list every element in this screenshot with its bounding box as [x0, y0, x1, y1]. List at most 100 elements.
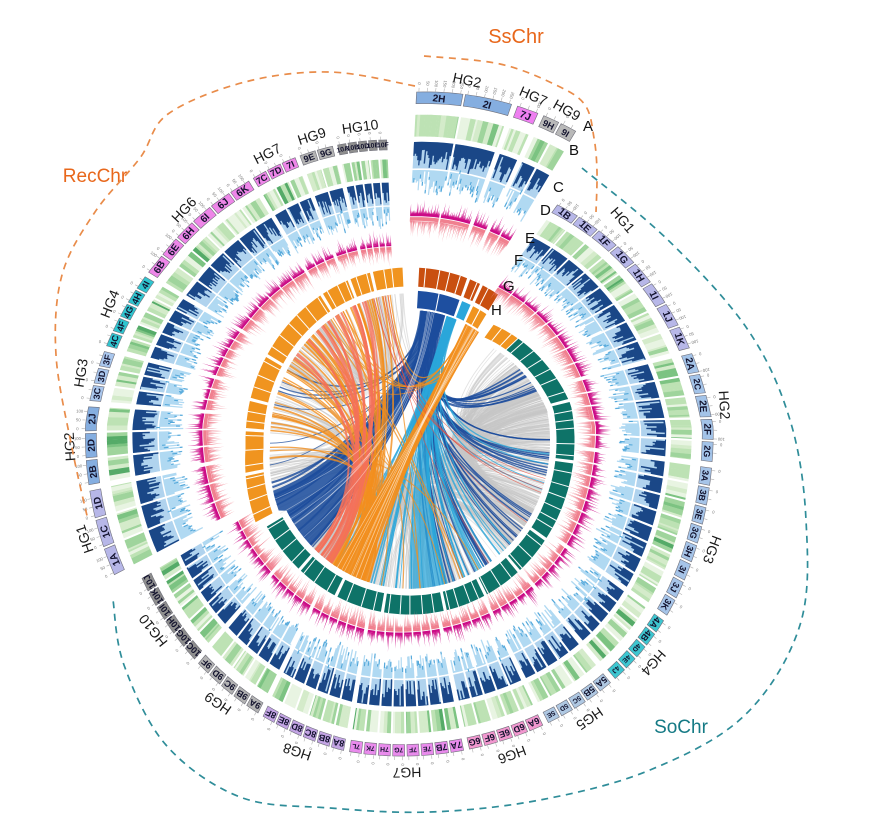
svg-text:0: 0 [185, 660, 191, 666]
svg-text:0: 0 [685, 324, 689, 330]
svg-text:HG2: HG2 [716, 390, 734, 420]
svg-text:0: 0 [687, 586, 692, 592]
svg-text:0: 0 [626, 675, 632, 681]
svg-text:6F: 6F [483, 732, 496, 745]
svg-text:0: 0 [112, 309, 117, 315]
svg-text:0: 0 [76, 426, 79, 431]
svg-text:0: 0 [141, 264, 146, 270]
svg-text:5C: 5C [571, 694, 582, 705]
svg-text:100: 100 [593, 217, 602, 226]
svg-text:0: 0 [415, 762, 420, 765]
svg-text:1D: 1D [92, 495, 106, 510]
svg-text:8C: 8C [303, 727, 317, 740]
svg-text:0: 0 [698, 351, 702, 357]
svg-text:3J: 3J [668, 580, 682, 594]
svg-text:0: 0 [430, 761, 435, 764]
svg-text:150: 150 [442, 80, 448, 88]
svg-text:3I: 3I [676, 564, 688, 575]
svg-text:8B: 8B [317, 732, 331, 745]
svg-text:3H: 3H [682, 544, 696, 558]
svg-text:0: 0 [706, 529, 710, 535]
svg-text:0: 0 [367, 132, 372, 136]
svg-text:0: 0 [637, 663, 643, 669]
svg-text:0: 0 [611, 688, 617, 694]
svg-text:0: 0 [558, 723, 564, 728]
svg-text:8E: 8E [277, 714, 291, 727]
svg-text:0: 0 [657, 279, 662, 285]
svg-text:0: 0 [314, 141, 320, 145]
svg-text:250: 250 [508, 91, 515, 100]
svg-text:8F: 8F [264, 707, 278, 721]
svg-text:7F: 7F [409, 745, 417, 752]
svg-text:0: 0 [156, 246, 161, 252]
svg-text:0: 0 [79, 481, 83, 486]
svg-text:3B: 3B [696, 489, 708, 503]
svg-text:SsChr: SsChr [488, 26, 544, 48]
svg-text:3D: 3D [96, 370, 108, 383]
svg-text:100: 100 [180, 216, 189, 225]
svg-text:0: 0 [130, 280, 135, 286]
svg-text:100: 100 [648, 270, 657, 278]
svg-text:0: 0 [718, 419, 721, 424]
svg-text:1J: 1J [660, 310, 674, 324]
svg-text:0: 0 [520, 97, 526, 102]
svg-text:50: 50 [627, 246, 634, 253]
svg-text:E: E [525, 230, 535, 247]
svg-text:4F: 4F [115, 319, 128, 333]
svg-text:1K: 1K [672, 332, 686, 348]
svg-text:10B: 10B [346, 144, 360, 153]
svg-text:0: 0 [572, 715, 578, 720]
svg-text:3F: 3F [101, 353, 113, 366]
svg-text:50: 50 [675, 307, 682, 314]
svg-text:A: A [583, 118, 593, 135]
svg-text:4J: 4J [610, 664, 620, 674]
svg-text:0: 0 [672, 300, 677, 306]
svg-text:0: 0 [717, 469, 721, 474]
svg-text:4E: 4E [620, 653, 631, 664]
svg-text:7K: 7K [366, 744, 375, 752]
svg-text:0: 0 [370, 761, 375, 764]
svg-text:0: 0 [640, 259, 645, 265]
svg-text:2F: 2F [701, 423, 712, 435]
svg-text:6A: 6A [526, 715, 541, 729]
svg-text:100: 100 [95, 556, 104, 564]
svg-text:100: 100 [483, 85, 490, 94]
svg-text:100: 100 [197, 200, 206, 209]
svg-text:5E: 5E [545, 709, 556, 719]
svg-text:7E: 7E [422, 744, 431, 752]
svg-text:0: 0 [199, 675, 205, 680]
svg-text:0: 0 [417, 82, 422, 85]
svg-text:50: 50 [608, 228, 615, 235]
svg-text:1C: 1C [99, 523, 114, 539]
svg-text:0: 0 [105, 323, 109, 329]
svg-text:50: 50 [425, 81, 430, 87]
svg-text:4C: 4C [108, 334, 121, 348]
svg-text:0: 0 [400, 763, 405, 766]
svg-text:SoChr: SoChr [654, 717, 709, 738]
svg-text:8A: 8A [332, 737, 346, 749]
svg-text:4I: 4I [139, 279, 151, 290]
svg-text:0: 0 [541, 731, 547, 736]
svg-text:7G: 7G [394, 746, 403, 753]
svg-text:0: 0 [712, 394, 715, 399]
svg-text:100: 100 [217, 186, 226, 195]
svg-text:F: F [514, 252, 523, 269]
svg-text:50: 50 [588, 214, 595, 221]
svg-text:0: 0 [385, 762, 390, 765]
svg-text:0: 0 [706, 373, 710, 378]
svg-text:7A: 7A [449, 739, 463, 751]
svg-text:100: 100 [631, 250, 640, 258]
svg-text:100: 100 [690, 338, 699, 345]
svg-text:100: 100 [75, 463, 83, 469]
svg-text:0: 0 [356, 759, 361, 763]
svg-text:0: 0 [510, 743, 516, 748]
svg-text:100: 100 [149, 250, 158, 258]
svg-text:D: D [540, 202, 551, 219]
svg-text:100: 100 [714, 412, 722, 417]
svg-text:50: 50 [75, 445, 81, 450]
svg-text:50: 50 [100, 565, 107, 572]
svg-text:RecChr: RecChr [63, 166, 128, 187]
svg-text:10E: 10E [367, 142, 380, 150]
svg-text:H: H [491, 302, 502, 319]
svg-text:50: 50 [76, 417, 81, 422]
